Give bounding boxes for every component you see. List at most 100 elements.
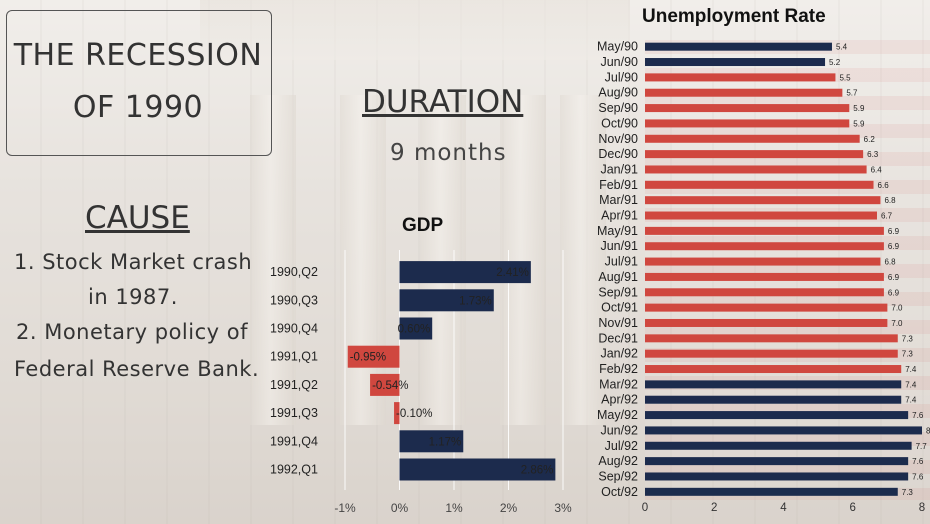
title-frame bbox=[6, 10, 272, 156]
unemployment-category-label: Sep/91 bbox=[598, 285, 638, 299]
unemployment-category-label: Aug/90 bbox=[598, 86, 638, 100]
unemployment-category-label: Sep/90 bbox=[598, 101, 638, 115]
unemployment-category-label: Oct/92 bbox=[601, 485, 638, 499]
unemployment-x-tick-label: 6 bbox=[850, 502, 856, 514]
unemployment-bar bbox=[645, 88, 843, 97]
unemployment-bar bbox=[645, 73, 836, 82]
gdp-chart: -1% 0% 1% 2% 3% 1990,Q2 2.41% 1990,Q3 1.73% 1990,… bbox=[270, 250, 572, 515]
unemployment-data-label: 7.3 bbox=[902, 334, 914, 343]
gdp-x-tick-label: -1% bbox=[334, 501, 356, 515]
unemployment-category-label: Jun/92 bbox=[600, 423, 638, 437]
unemployment-bar bbox=[645, 318, 888, 327]
gdp-data-label: -0.95% bbox=[350, 352, 386, 364]
gdp-category-label: 1990,Q2 bbox=[270, 265, 318, 279]
unemployment-x-tick-label: 2 bbox=[711, 502, 717, 514]
unemployment-bar bbox=[645, 487, 898, 496]
unemployment-x-tick-label: 4 bbox=[780, 502, 787, 514]
unemployment-data-label: 6.9 bbox=[888, 227, 900, 236]
unemployment-bar bbox=[645, 58, 826, 67]
cause-heading: CAUSE bbox=[85, 200, 190, 236]
unemployment-category-label: Feb/91 bbox=[599, 178, 638, 192]
unemployment-bar bbox=[645, 426, 922, 435]
building-column bbox=[500, 95, 546, 425]
unemployment-bar bbox=[645, 365, 902, 374]
unemployment-bar bbox=[645, 349, 898, 358]
unemployment-data-label: 6.4 bbox=[871, 165, 883, 174]
unemployment-data-label: 7.6 bbox=[912, 457, 924, 466]
unemployment-data-label: 7.4 bbox=[905, 380, 917, 389]
unemployment-data-label: 6.9 bbox=[888, 273, 900, 282]
unemployment-bar bbox=[645, 242, 884, 251]
unemployment-bar bbox=[645, 334, 898, 343]
unemployment-category-label: Nov/91 bbox=[598, 316, 638, 330]
building-column bbox=[250, 95, 296, 425]
unemployment-bar bbox=[645, 226, 884, 235]
unemployment-bar bbox=[645, 472, 909, 481]
unemployment-data-label: 7.0 bbox=[891, 304, 903, 313]
gdp-bar bbox=[370, 373, 400, 396]
unemployment-bar bbox=[645, 395, 902, 404]
unemployment-category-label: May/91 bbox=[597, 224, 638, 238]
gdp-category-label: 1992,Q1 bbox=[270, 463, 318, 477]
gdp-data-label: -0.54% bbox=[372, 380, 408, 392]
page-title: THE RECESSION OF 1990 bbox=[6, 30, 270, 134]
unemployment-data-label: 6.3 bbox=[867, 150, 879, 159]
unemployment-x-tick-label: 0 bbox=[642, 502, 648, 514]
unemployment-category-label: Jul/91 bbox=[605, 255, 638, 269]
gdp-data-label: 1.73% bbox=[459, 295, 492, 307]
flag-backdrop bbox=[645, 40, 930, 500]
gdp-data-label: 2.41% bbox=[496, 267, 529, 279]
gdp-category-label: 1990,Q3 bbox=[270, 293, 318, 307]
gdp-bar bbox=[399, 458, 556, 481]
unemployment-category-label: Jul/90 bbox=[605, 70, 638, 84]
gdp-x-tick-label: 1% bbox=[445, 501, 463, 515]
unemployment-data-label: 5.9 bbox=[853, 119, 865, 128]
unemployment-category-label: Feb/92 bbox=[599, 362, 638, 376]
unemployment-bar bbox=[645, 380, 902, 389]
unemployment-bar bbox=[645, 288, 884, 297]
cause-line-4: Federal Reserve Bank. bbox=[14, 357, 260, 381]
title-line-2: OF 1990 bbox=[72, 90, 204, 125]
unemployment-bar bbox=[645, 134, 860, 143]
unemployment-data-label: 5.5 bbox=[839, 73, 851, 82]
cause-line-3: 2. Monetary policy of bbox=[16, 320, 248, 344]
unemployment-data-label: 5.4 bbox=[836, 43, 848, 52]
building-column bbox=[560, 95, 606, 425]
unemployment-data-label: 7.3 bbox=[902, 488, 914, 497]
unemployment-category-label: Apr/91 bbox=[601, 209, 638, 223]
unemployment-x-tick-label: 8 bbox=[919, 502, 925, 514]
unemployment-data-label: 5.2 bbox=[829, 58, 841, 67]
gdp-bar bbox=[399, 430, 464, 453]
unemployment-data-label: 7.0 bbox=[891, 319, 903, 328]
unemployment-data-label: 7.7 bbox=[916, 442, 928, 451]
unemployment-category-label: Dec/90 bbox=[598, 147, 638, 161]
unemployment-category-label: Dec/91 bbox=[598, 331, 638, 345]
gdp-x-tick-label: 0% bbox=[391, 501, 409, 515]
duration-heading: DURATION bbox=[362, 84, 524, 120]
gdp-bar bbox=[347, 345, 400, 368]
unemployment-chart-title: Unemployment Rate bbox=[642, 6, 826, 27]
unemployment-bar bbox=[645, 211, 877, 220]
unemployment-category-label: Jan/91 bbox=[600, 162, 638, 176]
unemployment-bar bbox=[645, 457, 909, 466]
unemployment-data-label: 6.9 bbox=[888, 288, 900, 297]
duration-value: 9 months bbox=[390, 140, 507, 166]
unemployment-bar bbox=[645, 104, 850, 113]
unemployment-category-label: Jun/91 bbox=[600, 239, 638, 253]
gdp-bar bbox=[399, 261, 531, 284]
unemployment-bar bbox=[645, 441, 912, 450]
gdp-data-label: 2.86% bbox=[521, 465, 554, 477]
unemployment-bar bbox=[645, 119, 850, 128]
building-column bbox=[340, 95, 386, 425]
unemployment-category-label: Jan/92 bbox=[600, 347, 638, 361]
unemployment-bar bbox=[645, 257, 881, 266]
unemployment-data-label: 7.4 bbox=[905, 396, 917, 405]
gdp-category-label: 1991,Q2 bbox=[270, 378, 318, 392]
unemployment-data-label: 6.8 bbox=[884, 258, 896, 267]
gdp-data-label: 0.60% bbox=[398, 324, 431, 336]
cause-line-1: 1. Stock Market crash bbox=[14, 250, 253, 274]
unemployment-data-label: 5.9 bbox=[853, 104, 865, 113]
gdp-category-label: 1991,Q3 bbox=[270, 406, 318, 420]
unemployment-bar bbox=[645, 165, 867, 174]
gdp-category-label: 1990,Q4 bbox=[270, 322, 318, 336]
